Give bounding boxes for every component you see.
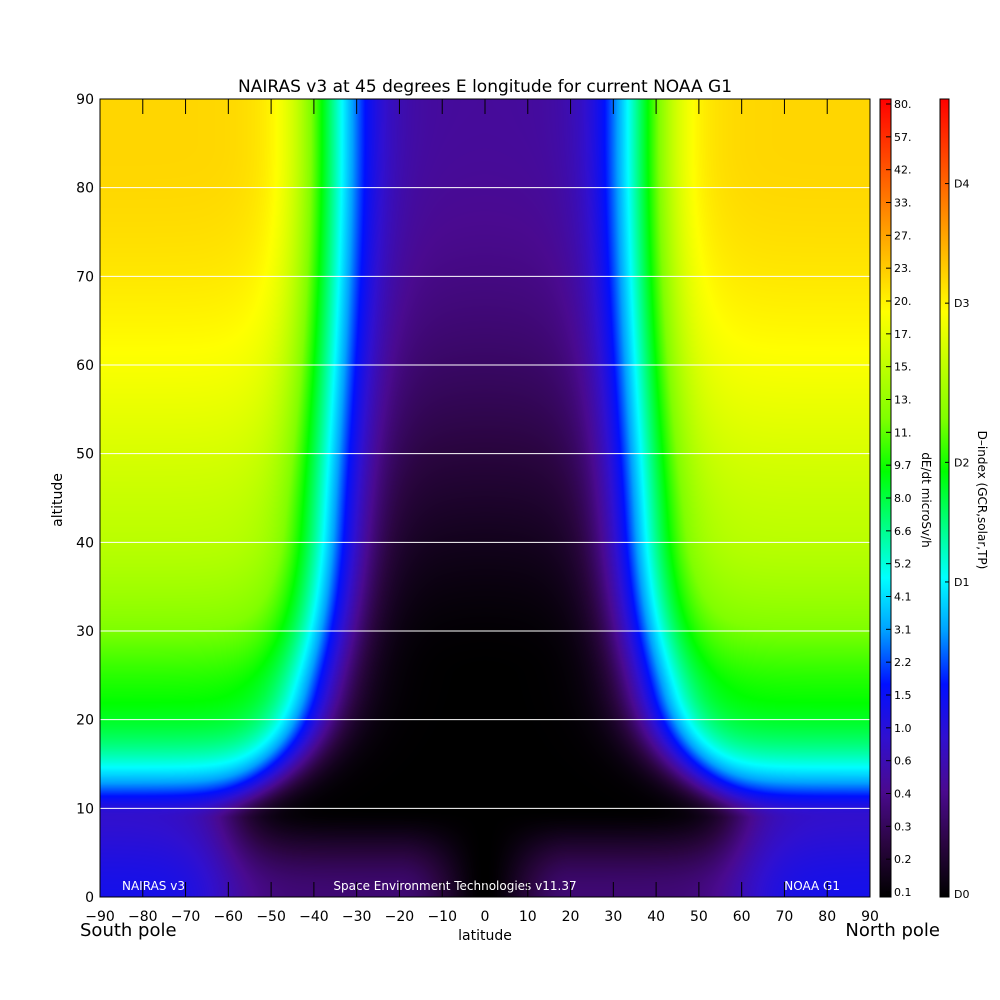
dindex-colorbar: D0 D1 D2 D3 D4 D–index (GCR,solar,TP): [939, 98, 989, 901]
x-axis-label: latitude: [458, 928, 512, 944]
dose-tick-label: 0.4: [894, 788, 912, 801]
x-tick-label: 70: [776, 909, 794, 925]
dindex-colorbar-label: D–index (GCR,solar,TP): [975, 431, 989, 570]
y-tick-label: 0: [85, 890, 94, 906]
dose-tick-label: 4.1: [894, 591, 912, 604]
dose-tick-label: 23.: [894, 262, 912, 275]
dose-tick-label: 80.: [894, 98, 912, 111]
dose-tick-label: 5.2: [894, 558, 912, 571]
dindex-tick-label: D0: [954, 888, 969, 901]
dose-tick-label: 13.: [894, 394, 912, 407]
x-tick-label: 60: [733, 909, 751, 925]
x-tick-label: −10: [427, 909, 457, 925]
dose-tick-label: 27.: [894, 229, 912, 242]
x-tick-label: −50: [256, 909, 286, 925]
x-tick-label: −20: [385, 909, 415, 925]
dose-tick-label: 1.5: [894, 689, 912, 702]
dose-tick-label: 0.1: [894, 886, 912, 899]
dose-tick-label: 11.: [894, 426, 912, 439]
dose-tick-label: 6.6: [894, 525, 912, 538]
dose-tick-label: 33.: [894, 197, 912, 210]
y-axis-label: altitude: [50, 473, 66, 527]
dose-tick-label: 2.2: [894, 656, 912, 669]
y-tick-label: 60: [76, 358, 94, 374]
x-tick-label: 30: [604, 909, 622, 925]
dose-tick-label: 15.: [894, 361, 912, 374]
x-tick-label: 10: [519, 909, 537, 925]
x-tick-label: −60: [214, 909, 244, 925]
dose-colorbar-strip: [880, 99, 891, 897]
dindex-colorbar-strip: [940, 99, 949, 897]
y-tick-label: 70: [76, 269, 94, 285]
dose-tick-label: 17.: [894, 328, 912, 341]
dose-tick-label: 0.2: [894, 853, 912, 866]
dose-colorbar-label: dE/dt microSv/h: [919, 452, 933, 547]
x-tick-label: −40: [299, 909, 329, 925]
dindex-colorbar-ticks: D0 D1 D2 D3 D4: [945, 178, 969, 901]
x-tick-label: 20: [562, 909, 580, 925]
dose-colorbar: 0.1 0.2 0.3 0.4 0.6 1.0 1.5 2.2 3.1 4.1 5.2 6.6 8.0 9…: [879, 98, 933, 899]
x-axis: −90 −80 −70 −60 −50 −40 −30 −20 −10 0 10 20 30 40 50 60…: [85, 882, 879, 925]
footer-center: Space Environment Technologies v11.37: [333, 879, 576, 893]
x-tick-label: 40: [647, 909, 665, 925]
dindex-tick-label: D4: [954, 178, 969, 191]
x-tick-label: −30: [342, 909, 372, 925]
grid-lines: [100, 187, 870, 809]
dose-tick-label: 42.: [894, 164, 912, 177]
x-tick-label: −90: [85, 909, 115, 925]
dose-tick-label: 1.0: [894, 722, 912, 735]
dose-tick-label: 3.1: [894, 623, 912, 636]
dindex-tick-label: D3: [954, 297, 969, 310]
dose-colorbar-ticks: 0.1 0.2 0.3 0.4 0.6 1.0 1.5 2.2 3.1 4.1 5.2 6.6 8.0 9…: [886, 98, 912, 899]
north-pole-label: North pole: [845, 920, 940, 941]
y-tick-label: 80: [76, 181, 94, 197]
x-tick-label: 50: [690, 909, 708, 925]
dindex-tick-label: D2: [954, 456, 969, 469]
x-tick-label: 90: [861, 909, 879, 925]
y-tick-label: 90: [76, 92, 94, 108]
footer-right: NOAA G1: [784, 879, 840, 893]
y-tick-label: 10: [76, 801, 94, 817]
y-tick-label: 40: [76, 535, 94, 551]
dose-tick-label: 0.6: [894, 755, 912, 768]
x-tick-label: 80: [818, 909, 836, 925]
dose-tick-label: 0.3: [894, 820, 912, 833]
chart-title: NAIRAS v3 at 45 degrees E longitude for …: [238, 77, 732, 97]
y-tick-label: 20: [76, 713, 94, 729]
dindex-tick-label: D1: [954, 576, 969, 589]
y-tick-label: 30: [76, 624, 94, 640]
dose-tick-label: 57.: [894, 131, 912, 144]
dose-tick-label: 20.: [894, 295, 912, 308]
y-axis: 0 10 20 30 40 50 60 70 80 90: [76, 92, 94, 906]
footer-left: NAIRAS v3: [122, 879, 185, 893]
dose-tick-label: 9.7: [894, 459, 912, 472]
dindex-colorbar-frame: [939, 98, 950, 898]
x-tick-label: −80: [128, 909, 158, 925]
top-axis-ticks: [99, 99, 871, 114]
plot-area: NAIRAS v3 Space Environment Technologies…: [99, 98, 871, 898]
south-pole-label: South pole: [80, 920, 177, 941]
x-tick-label: 0: [481, 909, 490, 925]
x-tick-label: −70: [171, 909, 201, 925]
y-tick-label: 50: [76, 447, 94, 463]
heatmap: [100, 99, 870, 897]
dose-tick-label: 8.0: [894, 492, 912, 505]
